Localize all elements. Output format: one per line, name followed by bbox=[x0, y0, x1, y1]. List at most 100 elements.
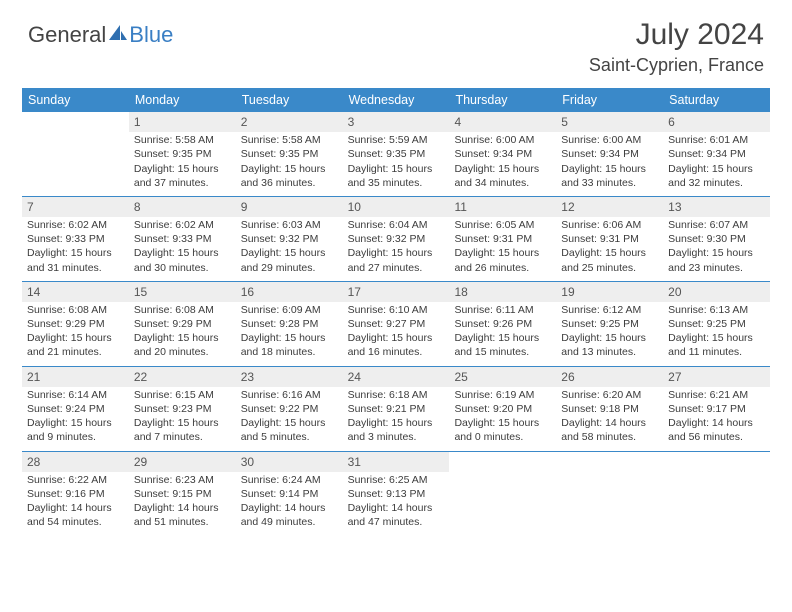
day-body: Sunrise: 6:02 AMSunset: 9:33 PMDaylight:… bbox=[129, 217, 236, 281]
day-body: Sunrise: 6:04 AMSunset: 9:32 PMDaylight:… bbox=[343, 217, 450, 281]
daylight-line: Daylight: 15 hours and 15 minutes. bbox=[454, 331, 551, 359]
calendar-day-cell: 2Sunrise: 5:58 AMSunset: 9:35 PMDaylight… bbox=[236, 112, 343, 196]
day-body: Sunrise: 5:58 AMSunset: 9:35 PMDaylight:… bbox=[129, 132, 236, 196]
brand-logo: General Blue bbox=[28, 22, 173, 48]
daylight-line: Daylight: 15 hours and 33 minutes. bbox=[561, 162, 658, 190]
calendar-grid: 01Sunrise: 5:58 AMSunset: 9:35 PMDayligh… bbox=[22, 112, 770, 535]
sunrise-line: Sunrise: 6:19 AM bbox=[454, 388, 551, 402]
calendar-day-cell: 6Sunrise: 6:01 AMSunset: 9:34 PMDaylight… bbox=[663, 112, 770, 196]
day-body: Sunrise: 6:23 AMSunset: 9:15 PMDaylight:… bbox=[129, 472, 236, 536]
daylight-line: Daylight: 15 hours and 29 minutes. bbox=[241, 246, 338, 274]
sunrise-line: Sunrise: 6:20 AM bbox=[561, 388, 658, 402]
sunset-line: Sunset: 9:31 PM bbox=[561, 232, 658, 246]
day-body: Sunrise: 6:24 AMSunset: 9:14 PMDaylight:… bbox=[236, 472, 343, 536]
daylight-line: Daylight: 15 hours and 31 minutes. bbox=[27, 246, 124, 274]
calendar-day-cell: 26Sunrise: 6:20 AMSunset: 9:18 PMDayligh… bbox=[556, 367, 663, 451]
day-body: Sunrise: 6:11 AMSunset: 9:26 PMDaylight:… bbox=[449, 302, 556, 366]
sunset-line: Sunset: 9:35 PM bbox=[134, 147, 231, 161]
day-body: Sunrise: 5:58 AMSunset: 9:35 PMDaylight:… bbox=[236, 132, 343, 196]
day-body: Sunrise: 6:25 AMSunset: 9:13 PMDaylight:… bbox=[343, 472, 450, 536]
calendar-week-row: 01Sunrise: 5:58 AMSunset: 9:35 PMDayligh… bbox=[22, 112, 770, 196]
daylight-line: Daylight: 15 hours and 5 minutes. bbox=[241, 416, 338, 444]
day-body: Sunrise: 6:12 AMSunset: 9:25 PMDaylight:… bbox=[556, 302, 663, 366]
sunrise-line: Sunrise: 6:03 AM bbox=[241, 218, 338, 232]
calendar-day-cell: 29Sunrise: 6:23 AMSunset: 9:15 PMDayligh… bbox=[129, 452, 236, 536]
day-number: 27 bbox=[663, 367, 770, 387]
daylight-line: Daylight: 15 hours and 18 minutes. bbox=[241, 331, 338, 359]
sunrise-line: Sunrise: 6:02 AM bbox=[134, 218, 231, 232]
daylight-line: Daylight: 15 hours and 13 minutes. bbox=[561, 331, 658, 359]
weekday-header-cell: Thursday bbox=[449, 88, 556, 112]
day-body: Sunrise: 6:00 AMSunset: 9:34 PMDaylight:… bbox=[556, 132, 663, 196]
calendar-day-cell: 0 bbox=[449, 452, 556, 536]
day-body: Sunrise: 6:07 AMSunset: 9:30 PMDaylight:… bbox=[663, 217, 770, 281]
daylight-line: Daylight: 15 hours and 11 minutes. bbox=[668, 331, 765, 359]
calendar-day-cell: 0 bbox=[22, 112, 129, 196]
sunset-line: Sunset: 9:30 PM bbox=[668, 232, 765, 246]
daylight-line: Daylight: 14 hours and 58 minutes. bbox=[561, 416, 658, 444]
day-number: 16 bbox=[236, 282, 343, 302]
calendar-day-cell: 0 bbox=[556, 452, 663, 536]
daylight-line: Daylight: 15 hours and 32 minutes. bbox=[668, 162, 765, 190]
calendar-day-cell: 15Sunrise: 6:08 AMSunset: 9:29 PMDayligh… bbox=[129, 282, 236, 366]
sunrise-line: Sunrise: 6:08 AM bbox=[27, 303, 124, 317]
day-body: Sunrise: 6:00 AMSunset: 9:34 PMDaylight:… bbox=[449, 132, 556, 196]
calendar-day-cell: 0 bbox=[663, 452, 770, 536]
sunrise-line: Sunrise: 6:12 AM bbox=[561, 303, 658, 317]
calendar-day-cell: 14Sunrise: 6:08 AMSunset: 9:29 PMDayligh… bbox=[22, 282, 129, 366]
sunset-line: Sunset: 9:27 PM bbox=[348, 317, 445, 331]
daylight-line: Daylight: 14 hours and 56 minutes. bbox=[668, 416, 765, 444]
sunset-line: Sunset: 9:14 PM bbox=[241, 487, 338, 501]
sunset-line: Sunset: 9:24 PM bbox=[27, 402, 124, 416]
sunset-line: Sunset: 9:23 PM bbox=[134, 402, 231, 416]
day-body: Sunrise: 6:21 AMSunset: 9:17 PMDaylight:… bbox=[663, 387, 770, 451]
calendar-week-row: 14Sunrise: 6:08 AMSunset: 9:29 PMDayligh… bbox=[22, 281, 770, 366]
calendar-day-cell: 19Sunrise: 6:12 AMSunset: 9:25 PMDayligh… bbox=[556, 282, 663, 366]
daylight-line: Daylight: 15 hours and 37 minutes. bbox=[134, 162, 231, 190]
day-number: 8 bbox=[129, 197, 236, 217]
daylight-line: Daylight: 15 hours and 25 minutes. bbox=[561, 246, 658, 274]
calendar-day-cell: 27Sunrise: 6:21 AMSunset: 9:17 PMDayligh… bbox=[663, 367, 770, 451]
sunrise-line: Sunrise: 6:18 AM bbox=[348, 388, 445, 402]
sunset-line: Sunset: 9:17 PM bbox=[668, 402, 765, 416]
day-number: 21 bbox=[22, 367, 129, 387]
day-body: Sunrise: 6:05 AMSunset: 9:31 PMDaylight:… bbox=[449, 217, 556, 281]
weekday-header-cell: Saturday bbox=[663, 88, 770, 112]
daylight-line: Daylight: 14 hours and 51 minutes. bbox=[134, 501, 231, 529]
day-number: 31 bbox=[343, 452, 450, 472]
day-number: 4 bbox=[449, 112, 556, 132]
day-number: 17 bbox=[343, 282, 450, 302]
sunset-line: Sunset: 9:35 PM bbox=[348, 147, 445, 161]
sunrise-line: Sunrise: 6:14 AM bbox=[27, 388, 124, 402]
day-number: 20 bbox=[663, 282, 770, 302]
day-body: Sunrise: 6:02 AMSunset: 9:33 PMDaylight:… bbox=[22, 217, 129, 281]
sunset-line: Sunset: 9:29 PM bbox=[27, 317, 124, 331]
day-number: 6 bbox=[663, 112, 770, 132]
sunrise-line: Sunrise: 6:16 AM bbox=[241, 388, 338, 402]
calendar-day-cell: 20Sunrise: 6:13 AMSunset: 9:25 PMDayligh… bbox=[663, 282, 770, 366]
calendar-day-cell: 24Sunrise: 6:18 AMSunset: 9:21 PMDayligh… bbox=[343, 367, 450, 451]
sunset-line: Sunset: 9:21 PM bbox=[348, 402, 445, 416]
day-body: Sunrise: 6:18 AMSunset: 9:21 PMDaylight:… bbox=[343, 387, 450, 451]
sunrise-line: Sunrise: 6:15 AM bbox=[134, 388, 231, 402]
daylight-line: Daylight: 15 hours and 27 minutes. bbox=[348, 246, 445, 274]
weekday-header-cell: Sunday bbox=[22, 88, 129, 112]
sunrise-line: Sunrise: 6:07 AM bbox=[668, 218, 765, 232]
daylight-line: Daylight: 14 hours and 47 minutes. bbox=[348, 501, 445, 529]
location-label: Saint-Cyprien, France bbox=[589, 55, 764, 76]
calendar-week-row: 7Sunrise: 6:02 AMSunset: 9:33 PMDaylight… bbox=[22, 196, 770, 281]
sunset-line: Sunset: 9:32 PM bbox=[348, 232, 445, 246]
day-number: 26 bbox=[556, 367, 663, 387]
day-number: 3 bbox=[343, 112, 450, 132]
day-number: 15 bbox=[129, 282, 236, 302]
daylight-line: Daylight: 15 hours and 0 minutes. bbox=[454, 416, 551, 444]
calendar-day-cell: 22Sunrise: 6:15 AMSunset: 9:23 PMDayligh… bbox=[129, 367, 236, 451]
day-body: Sunrise: 6:08 AMSunset: 9:29 PMDaylight:… bbox=[22, 302, 129, 366]
calendar-day-cell: 3Sunrise: 5:59 AMSunset: 9:35 PMDaylight… bbox=[343, 112, 450, 196]
sunset-line: Sunset: 9:26 PM bbox=[454, 317, 551, 331]
sunset-line: Sunset: 9:33 PM bbox=[134, 232, 231, 246]
weekday-header-row: SundayMondayTuesdayWednesdayThursdayFrid… bbox=[22, 88, 770, 112]
daylight-line: Daylight: 14 hours and 54 minutes. bbox=[27, 501, 124, 529]
day-number: 29 bbox=[129, 452, 236, 472]
calendar-day-cell: 23Sunrise: 6:16 AMSunset: 9:22 PMDayligh… bbox=[236, 367, 343, 451]
